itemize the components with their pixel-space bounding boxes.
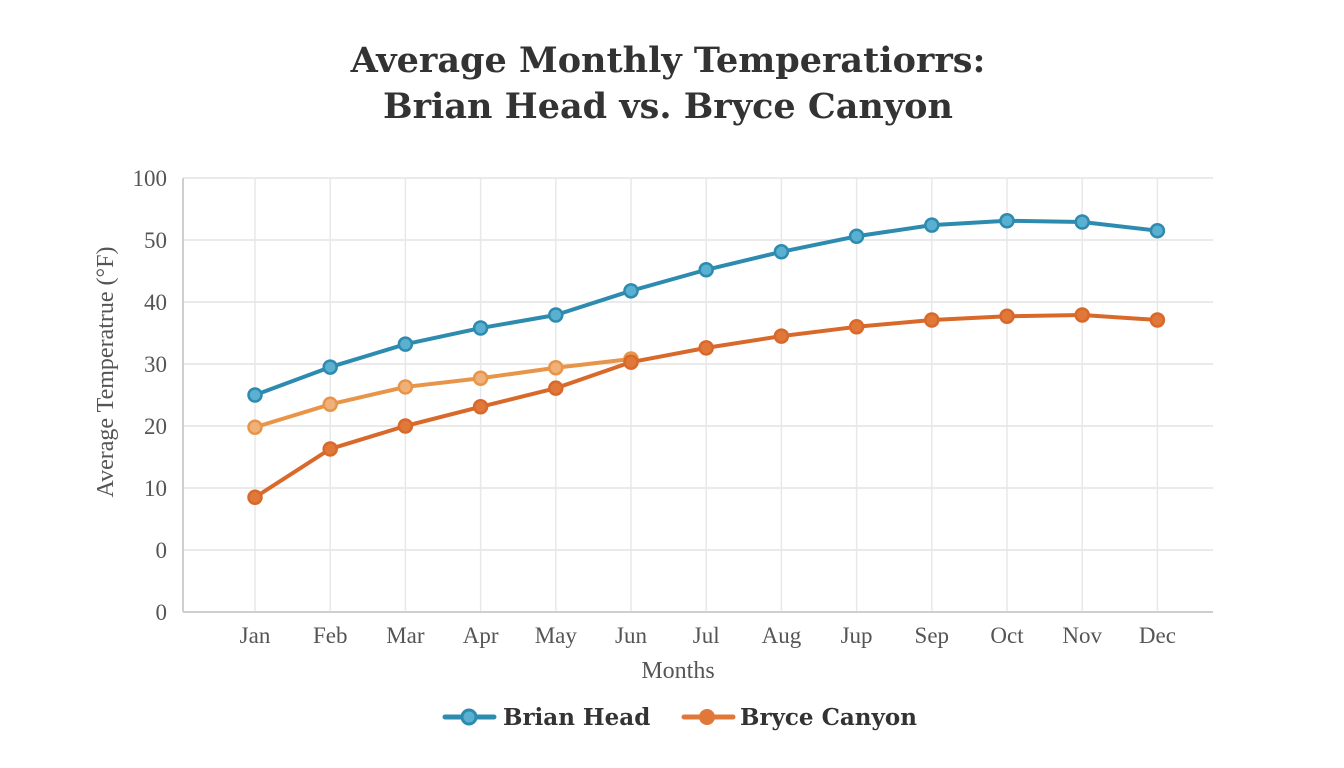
x-axis-ticks: Jan Feb Mar Apr May Jun Jul Aug Jup Sep Oct Nov Dec (240, 623, 1176, 648)
series-unlabeled (247, 351, 639, 435)
x-tick-label: Jup (841, 623, 873, 648)
data-point (848, 319, 865, 335)
legend: Brian Head Bryce Canyon (442, 704, 917, 731)
data-point (472, 399, 489, 415)
data-point (1149, 312, 1166, 328)
y-axis-label: Average Temperatrue (°F) (93, 247, 119, 498)
x-tick-label: Oct (990, 623, 1024, 648)
series-group (247, 213, 1166, 506)
data-point (698, 340, 714, 356)
series-bryce-canyon (247, 307, 1166, 506)
x-axis-label: Months (641, 658, 714, 684)
data-point (773, 244, 790, 260)
data-point (1149, 222, 1166, 239)
y-tick-label: 10 (144, 476, 167, 501)
x-tick-label: Apr (463, 623, 499, 648)
y-tick-label: 100 (133, 166, 168, 191)
series-brian-head (247, 213, 1166, 403)
data-point (999, 308, 1015, 325)
legend-item-brian-head[interactable]: Brian Head (442, 704, 650, 731)
data-point (397, 336, 414, 352)
data-point (397, 418, 414, 434)
legend-label-bryce-canyon: Bryce Canyon (740, 704, 917, 731)
chart-title-line-1: Average Monthly Temperatiorrs: (350, 40, 986, 81)
chart-title-line-2: Brian Head vs. Bryce Canyon (383, 86, 953, 127)
grid (182, 177, 1213, 613)
legend-marker-brian-head (460, 708, 478, 726)
data-point (924, 217, 940, 233)
data-point (623, 354, 639, 370)
legend-marker-bryce-canyon (699, 709, 715, 725)
data-point (548, 307, 564, 323)
x-tick-label: Aug (762, 623, 802, 648)
x-tick-label: Mar (386, 623, 425, 648)
data-point (548, 359, 564, 376)
data-point (924, 312, 940, 328)
data-point (397, 379, 414, 395)
data-point (247, 387, 263, 403)
data-point (322, 396, 338, 413)
x-tick-label: Jul (693, 623, 720, 648)
x-tick-label: May (535, 623, 578, 648)
y-tick-label: 0 (156, 600, 168, 625)
y-tick-label: 0 (156, 538, 168, 563)
data-point (322, 359, 338, 375)
data-point (1074, 307, 1090, 323)
data-point (999, 213, 1015, 229)
x-tick-label: Feb (313, 623, 348, 648)
legend-label-brian-head: Brian Head (503, 704, 650, 731)
data-point (848, 228, 865, 245)
x-tick-label: Dec (1139, 623, 1176, 648)
data-point (472, 370, 489, 387)
data-point (623, 283, 639, 299)
y-tick-label: 30 (144, 352, 167, 377)
x-tick-label: Nov (1062, 623, 1102, 648)
data-point (247, 419, 263, 435)
x-tick-label: Jun (615, 623, 647, 648)
data-point (472, 320, 489, 336)
data-point (247, 489, 263, 506)
data-point (698, 262, 714, 278)
y-tick-label: 40 (144, 290, 167, 315)
x-tick-label: Jan (240, 623, 271, 648)
data-point (773, 328, 790, 344)
series-line (254, 357, 632, 430)
legend-item-bryce-canyon[interactable]: Bryce Canyon (681, 704, 917, 731)
y-tick-label: 20 (144, 414, 167, 439)
data-point (1074, 214, 1090, 230)
y-tick-label: 50 (144, 228, 167, 253)
x-tick-label: Sep (915, 623, 950, 648)
data-point (322, 441, 338, 457)
data-point (548, 380, 564, 396)
